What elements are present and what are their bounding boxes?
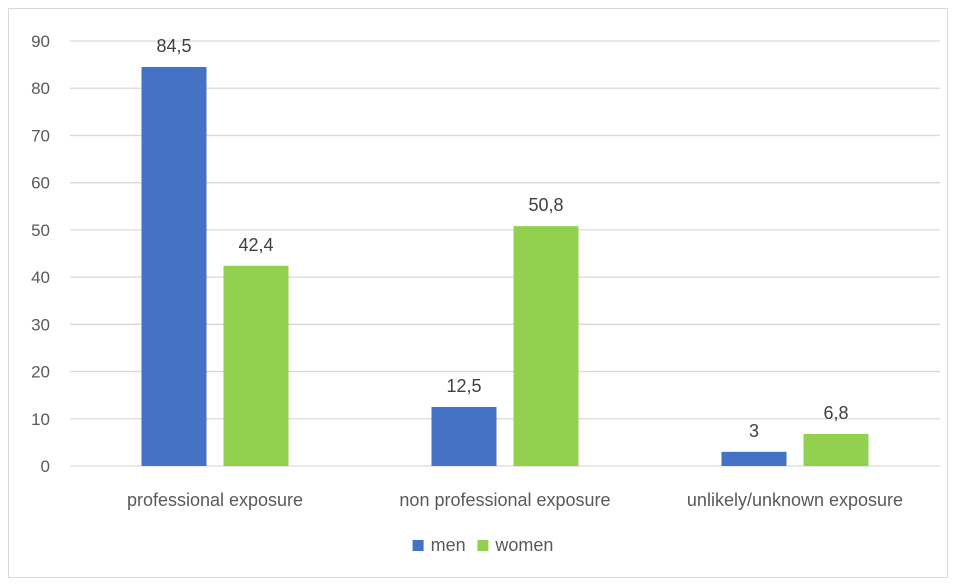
bars (141, 66, 869, 466)
data-label-women: 6,8 (823, 403, 848, 423)
bar-women (513, 226, 579, 466)
y-tick-label: 40 (31, 268, 50, 287)
bar-men (141, 66, 207, 466)
bar-men (721, 451, 787, 466)
x-category-label: non professional exposure (399, 490, 610, 510)
y-tick-label: 0 (41, 457, 50, 476)
x-axis-categories: professional exposure non professional ex… (127, 490, 903, 510)
y-tick-label: 50 (31, 221, 50, 240)
legend-label-men: men (431, 535, 466, 555)
y-tick-label: 60 (31, 174, 50, 193)
legend: men women (412, 535, 553, 555)
y-tick-label: 90 (31, 32, 50, 51)
bar-chart: 0 10 20 30 40 50 60 70 80 90 84,5 42,4 12,5 50,8 3 6,8… (31, 32, 940, 555)
x-category-label: professional exposure (127, 490, 303, 510)
legend-swatch-men (412, 540, 424, 551)
bar-women (803, 433, 869, 466)
y-tick-label: 20 (31, 363, 50, 382)
data-label-men: 12,5 (446, 376, 481, 396)
y-tick-label: 10 (31, 410, 50, 429)
bar-men (431, 406, 497, 466)
data-labels: 84,5 42,4 12,5 50,8 3 6,8 (156, 36, 848, 441)
y-axis-ticks: 0 10 20 30 40 50 60 70 80 90 (31, 32, 50, 476)
bar-women (223, 265, 289, 466)
x-category-label: unlikely/unknown exposure (687, 490, 903, 510)
data-label-women: 42,4 (238, 235, 273, 255)
legend-label-women: women (494, 535, 553, 555)
gridlines (70, 40, 940, 467)
y-tick-label: 80 (31, 79, 50, 98)
legend-swatch-women (477, 540, 489, 551)
data-label-men: 3 (749, 421, 759, 441)
chart-area: 0 10 20 30 40 50 60 70 80 90 84,5 42,4 12,5 50,8 3 6,8… (8, 8, 948, 578)
data-label-men: 84,5 (156, 36, 191, 56)
data-label-women: 50,8 (528, 195, 563, 215)
y-tick-label: 70 (31, 126, 50, 145)
y-tick-label: 30 (31, 315, 50, 334)
